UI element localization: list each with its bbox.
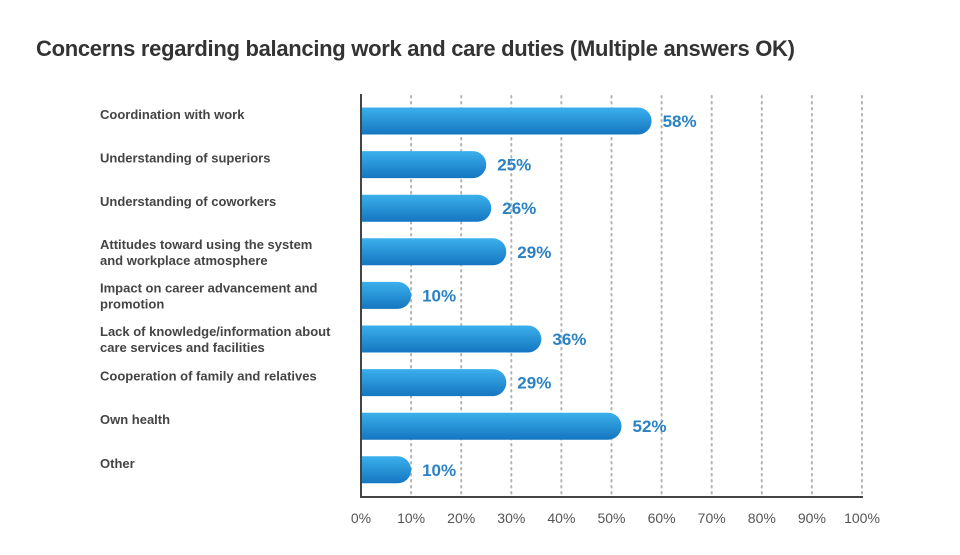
value-label: 25% [497, 156, 531, 175]
category-label: Impact on career advancement and promotio… [100, 280, 318, 311]
value-label: 10% [422, 286, 456, 305]
category-label: Cooperation of family and relatives [100, 369, 317, 384]
x-tick-label: 20% [447, 510, 475, 526]
bar [361, 151, 487, 179]
bar [361, 238, 507, 266]
category-label: Attitudes toward using the system and wor… [100, 237, 312, 268]
category-label: Understanding of superiors [100, 151, 270, 166]
category-label: Other [100, 456, 135, 471]
value-label: 26% [502, 199, 536, 218]
labels: 0% 10% 20% 30% 40% 50% 60% 70% 80% 90% 100% 58% Coor… [100, 107, 880, 526]
value-label: 29% [517, 374, 551, 393]
category-label: Understanding of coworkers [100, 194, 276, 209]
x-tick-label: 70% [698, 510, 726, 526]
x-tick-label: 80% [748, 510, 776, 526]
bar [361, 281, 412, 309]
chart-title: Concerns regarding balancing work and ca… [36, 36, 795, 61]
x-tick-label: 100% [844, 510, 880, 526]
bar [361, 194, 492, 222]
value-label: 36% [552, 330, 586, 349]
bar [361, 325, 542, 353]
bar [361, 456, 412, 484]
bar [361, 369, 507, 397]
value-label: 29% [517, 243, 551, 262]
x-tick-label: 30% [497, 510, 525, 526]
category-label: Coordination with work [100, 107, 245, 122]
bar [361, 412, 622, 440]
value-label: 10% [422, 461, 456, 480]
x-tick-label: 40% [547, 510, 575, 526]
category-label: Lack of knowledge/information about care … [100, 324, 331, 355]
value-label: 52% [633, 417, 667, 436]
bar [361, 107, 652, 135]
x-tick-label: 90% [798, 510, 826, 526]
x-tick-label: 10% [397, 510, 425, 526]
value-label: 58% [663, 112, 697, 131]
axes [360, 94, 863, 498]
category-label: Own health [100, 412, 170, 427]
x-tick-label: 60% [648, 510, 676, 526]
bars [361, 107, 652, 484]
x-tick-label: 0% [351, 510, 371, 526]
x-tick-label: 50% [597, 510, 625, 526]
